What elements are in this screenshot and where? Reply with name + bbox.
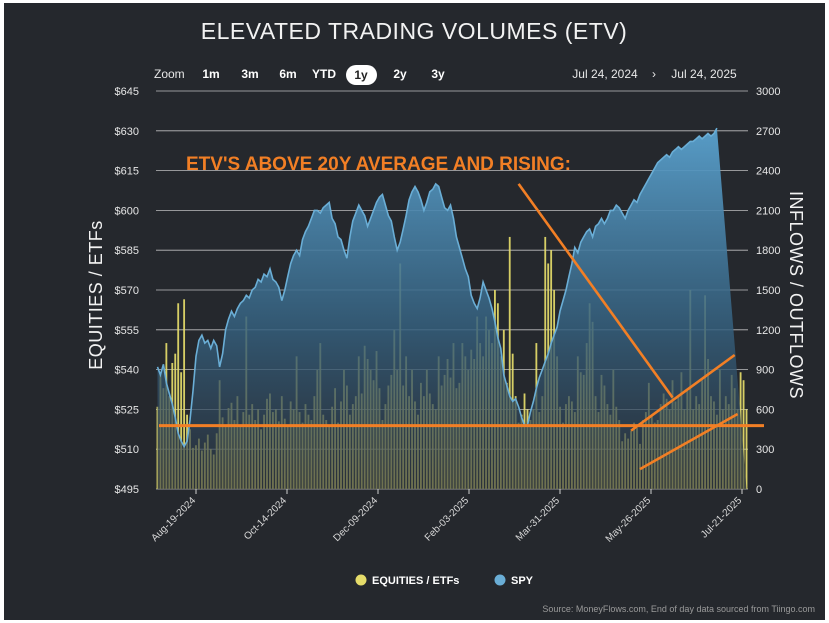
spy-area [156,127,747,489]
date-range-to[interactable]: Jul 24, 2025 [671,67,737,81]
annotation-lines [159,183,764,471]
left-axis-label: EQUITIES / ETFs [86,220,106,370]
chart: ELEVATED TRADING VOLUMES (ETV) Zoom 1m 3… [86,18,815,614]
x-axis-ticks: Aug-19-2024 Oct-14-2024 Dec-09-2024 Feb-03-… [149,489,744,545]
right-tick-label: 300 [756,444,774,456]
right-tick-label: 0 [756,484,762,496]
left-tick-label: $555 [115,325,139,337]
left-axis-ticks: $645 $630 $615 $600 $585 $570 $555 $540 $525 $510… [115,86,139,496]
right-tick-label: 1200 [756,325,780,337]
equities-bar [183,299,186,489]
spy-area-fill [157,128,747,489]
right-tick-label: 1800 [756,245,780,257]
left-tick-label: $525 [115,404,139,416]
equities-bar [156,406,159,489]
zoom-selected-pill [346,65,377,85]
equities-bar [508,236,511,489]
source-note: Source: MoneyFlows.com, End of day data … [542,604,815,614]
legend-equities-label[interactable]: EQUITIES / ETFs [372,575,459,587]
right-tick-label: 3000 [756,86,780,98]
annotation-headline: ETV'S ABOVE 20Y AVERAGE AND RISING: [186,154,571,175]
right-tick-label: 600 [756,404,774,416]
right-axis-label: INFLOWS / OUTFLOWS [786,191,806,399]
trend-line [630,353,736,432]
left-tick-label: $570 [115,285,139,297]
equities-bar [742,380,745,489]
zoom-3y-button[interactable]: 3y [431,67,445,81]
zoom-6m-button[interactable]: 6m [279,67,296,81]
date-range-from[interactable]: Jul 24, 2024 [572,67,638,81]
spy-line [156,127,718,449]
left-tick-label: $495 [115,484,139,496]
chart-title: ELEVATED TRADING VOLUMES (ETV) [201,18,628,44]
zoom-ytd-button[interactable]: YTD [312,67,336,81]
right-tick-label: 900 [756,365,774,377]
right-tick-label: 2700 [756,126,780,138]
left-tick-label: $540 [115,365,139,377]
trend-line [517,183,674,399]
equities-bar [745,409,748,489]
x-tick-label: Jul-21-2025 [699,495,744,540]
right-tick-label: 1500 [756,285,780,297]
left-tick-label: $630 [115,126,139,138]
zoom-label: Zoom [154,67,185,81]
trend-line [639,412,739,471]
zoom-2y-button[interactable]: 2y [393,67,407,81]
x-tick-label: Aug-19-2024 [149,495,198,544]
left-tick-label: $600 [115,205,139,217]
chart-frame: ELEVATED TRADING VOLUMES (ETV) Zoom 1m 3… [4,3,825,620]
x-tick-label: Oct-14-2024 [242,495,289,542]
x-tick-label: May-26-2025 [604,495,654,545]
legend-spy-label[interactable]: SPY [511,575,534,587]
left-tick-label: $585 [115,245,139,257]
zoom-1m-button[interactable]: 1m [202,67,219,81]
zoom-1y-button[interactable]: 1y [354,68,368,82]
left-tick-label: $615 [115,166,139,178]
x-tick-label: Feb-03-2025 [423,495,472,544]
legend-spy-swatch [494,574,506,586]
zoom-3m-button[interactable]: 3m [241,67,258,81]
right-tick-label: 2400 [756,166,780,178]
x-tick-label: Mar-31-2025 [514,495,563,544]
equities-bar [180,372,183,489]
right-tick-label: 2100 [756,205,780,217]
x-tick-label: Dec-09-2024 [331,495,380,544]
equities-bar [177,303,180,489]
date-range-separator: › [652,67,656,81]
left-tick-label: $510 [115,444,139,456]
left-tick-label: $645 [115,86,139,98]
legend-equities-swatch [355,574,367,586]
